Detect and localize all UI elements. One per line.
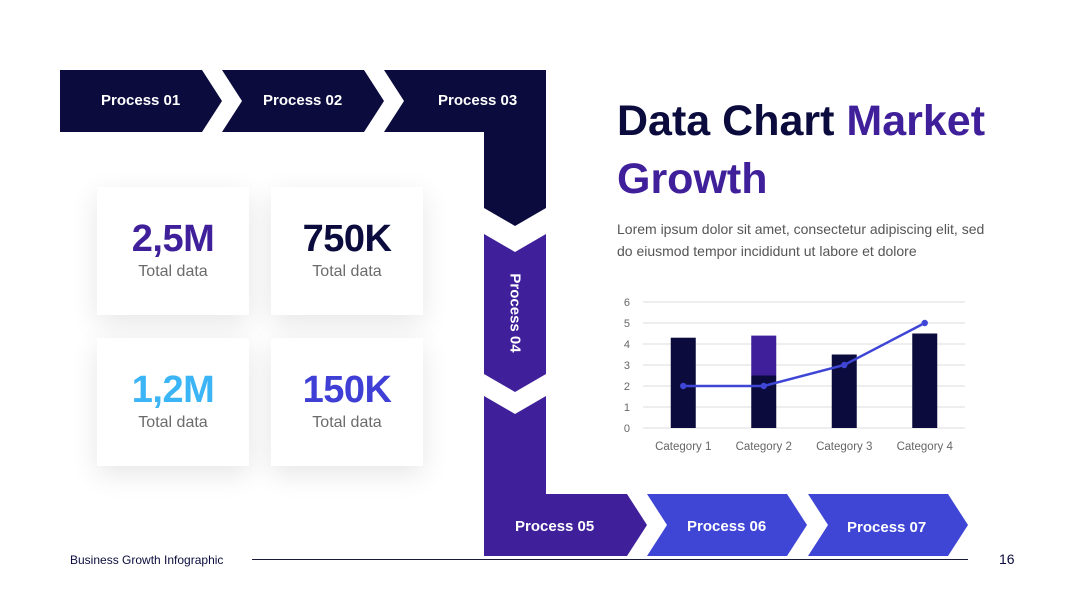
x-tick-label: Category 1 [655,441,711,453]
stat-card: 750K Total data [271,187,423,315]
y-tick-label: 1 [624,402,630,414]
process-03-label: Process 03 [438,92,518,109]
y-tick-label: 0 [624,423,630,435]
bar-line-chart: 0 1 2 3 4 5 6 Category 1 Category 2 Category 3 Cat… [624,297,965,453]
stat-caption: Total data [312,263,382,280]
page-number: 16 [999,551,1015,567]
stat-card: 1,2M Total data [97,338,249,466]
title-part-1: Data Chart [617,97,847,145]
footer-title: Business Growth Infographic [70,553,224,567]
description: Lorem ipsum dolor sit amet, consectetur … [617,221,985,259]
process-01-label: Process 01 [101,92,181,109]
y-tick-label: 3 [624,360,630,372]
footer-divider [252,559,968,560]
page-title: Data Chart Market Growth [617,92,1037,208]
process-07-arrow [808,494,968,556]
stat-caption: Total data [138,414,208,431]
stat-value: 750K [302,218,392,260]
stat-value: 150K [302,369,392,411]
stat-card: 150K Total data [271,338,423,466]
stat-caption: Total data [138,263,208,280]
process-07-label: Process 07 [847,519,927,536]
process-04-label: Process 04 [506,273,524,353]
bar [912,333,938,428]
y-tick-label: 6 [624,297,630,309]
x-tick-label: Category 2 [736,441,792,453]
y-tick-label: 2 [624,381,630,393]
line-point [841,361,848,369]
process-02-label: Process 02 [263,92,343,109]
bar-stacked [751,335,777,376]
line-point [921,319,928,327]
x-tick-label: Category 3 [816,441,872,453]
title-part-2: Market Growth [617,97,986,203]
process-05-label: Process 05 [515,518,595,535]
stat-caption: Total data [312,414,382,431]
process-06-label: Process 06 [687,518,767,535]
stat-value: 2,5M [131,218,215,260]
series-line [683,321,926,388]
stat-value: 1,2M [131,369,215,411]
x-tick-label: Category 4 [897,441,954,453]
process-06-arrow [647,494,807,556]
process-01-arrow [60,70,222,132]
y-tick-label: 4 [624,339,630,351]
stat-card: 2,5M Total data [97,187,249,315]
process-05-arrow [484,396,647,556]
process-04-arrow [484,234,546,392]
y-tick-label: 5 [624,318,630,330]
process-03-arrow [384,70,546,226]
line-point [680,382,687,390]
process-02-arrow [222,70,384,132]
line-point [760,382,767,390]
